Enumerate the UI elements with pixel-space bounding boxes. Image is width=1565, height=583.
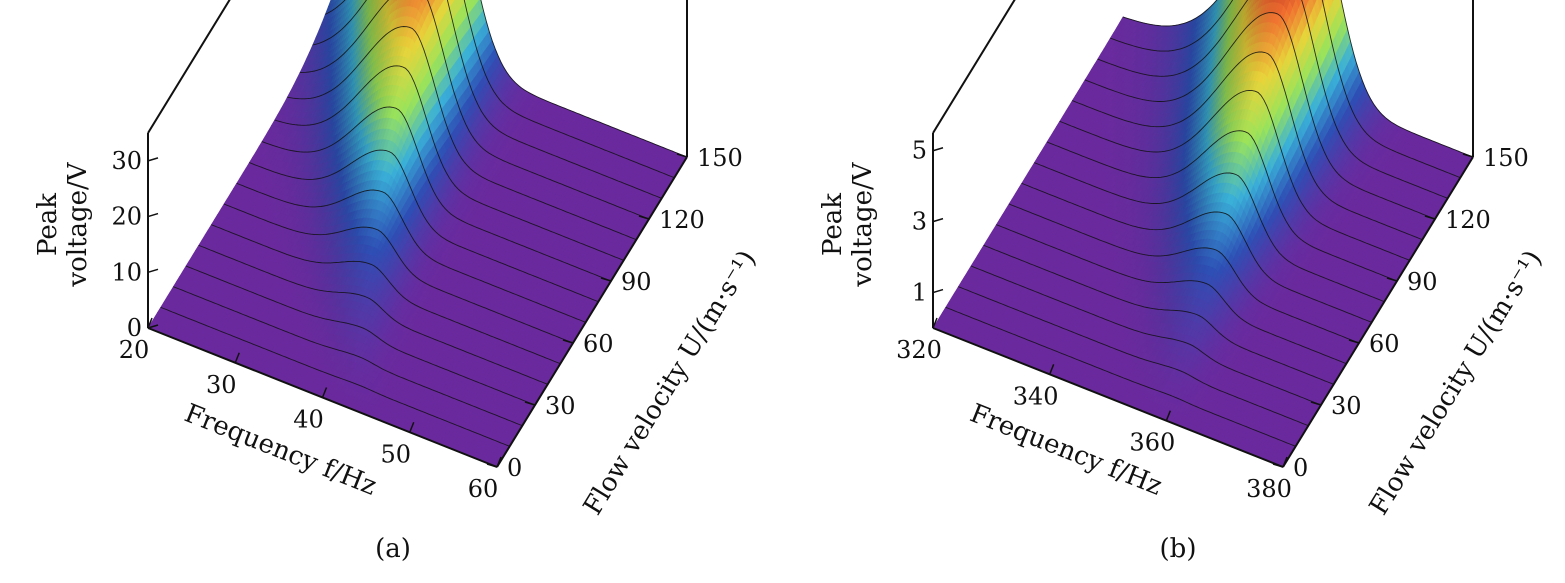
axis-edge — [147, 0, 231, 134]
axes-back-planes — [147, 0, 688, 328]
